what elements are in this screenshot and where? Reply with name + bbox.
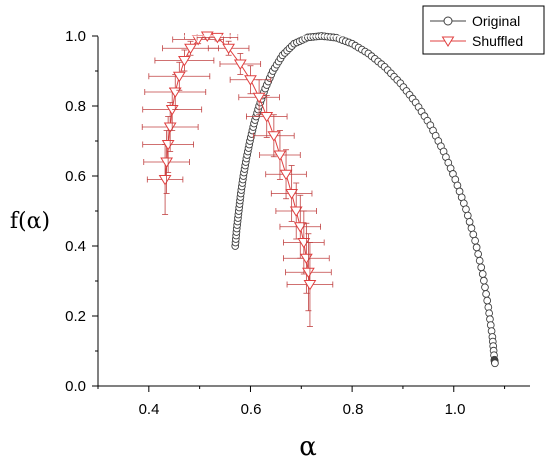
data-point	[465, 218, 474, 226]
data-point	[483, 296, 492, 305]
legend: Original Shuffled	[422, 5, 545, 55]
series-original	[231, 32, 499, 368]
legend-box	[422, 5, 545, 55]
y-axis-title: f(α)	[10, 209, 50, 234]
data-point	[475, 256, 484, 265]
y-tick-label: 0.2	[65, 308, 86, 325]
series-shuffled	[141, 31, 334, 327]
y-tick-labels: 0.0 0.2 0.4 0.6 0.8 1.0	[65, 28, 86, 395]
data-point	[474, 250, 483, 258]
data-point	[478, 270, 487, 278]
y-tick-label: 1.0	[65, 28, 86, 45]
data-point	[165, 105, 179, 116]
data-point	[480, 276, 488, 285]
data-point	[303, 280, 317, 291]
x-tick-label: 0.4	[139, 401, 160, 418]
data-point	[299, 253, 313, 265]
data-point	[477, 263, 486, 272]
x-tick-label: 0.8	[343, 401, 364, 418]
y-tick-label: 0.6	[65, 168, 86, 185]
legend-original-label: Original	[472, 13, 520, 29]
data-point	[285, 189, 299, 200]
data-point	[267, 131, 281, 142]
data-point	[158, 175, 172, 186]
data-point	[302, 267, 315, 279]
data-point	[160, 157, 174, 168]
legend-shuffled-marker	[441, 36, 455, 47]
x-tick-labels: 0.4 0.6 0.8 1.0	[139, 401, 466, 418]
data-point	[491, 359, 499, 368]
data-point	[222, 43, 236, 55]
legend-shuffled-label: Shuffled	[472, 33, 523, 49]
data-point	[279, 169, 293, 181]
data-point	[191, 35, 205, 46]
data-point	[481, 283, 489, 292]
data-point	[244, 75, 257, 86]
ticks	[92, 35, 506, 392]
data-point	[172, 71, 186, 83]
data-point	[472, 243, 481, 252]
data-point	[178, 56, 191, 67]
legend-original-marker	[443, 16, 453, 26]
data-point	[260, 112, 274, 123]
data-point	[462, 205, 470, 214]
data-point	[163, 122, 177, 133]
data-point	[469, 230, 478, 239]
x-tick-label: 0.6	[241, 401, 262, 418]
data-point	[233, 59, 247, 70]
series-line	[234, 35, 496, 364]
data-point	[252, 92, 266, 104]
data-point	[289, 206, 303, 217]
data-point	[463, 211, 472, 220]
y-tick-label: 0.8	[65, 98, 86, 115]
data-point	[293, 222, 307, 233]
x-axis-title: α	[299, 432, 317, 462]
y-tick-label: 0.0	[65, 378, 86, 395]
data-point	[273, 150, 287, 161]
data-point	[471, 236, 479, 245]
x-tick-label: 1.0	[445, 401, 466, 418]
y-tick-label: 0.4	[65, 238, 86, 255]
data-point	[467, 224, 476, 233]
data-point	[482, 290, 490, 298]
data-point	[184, 43, 197, 55]
data-point	[161, 140, 175, 151]
